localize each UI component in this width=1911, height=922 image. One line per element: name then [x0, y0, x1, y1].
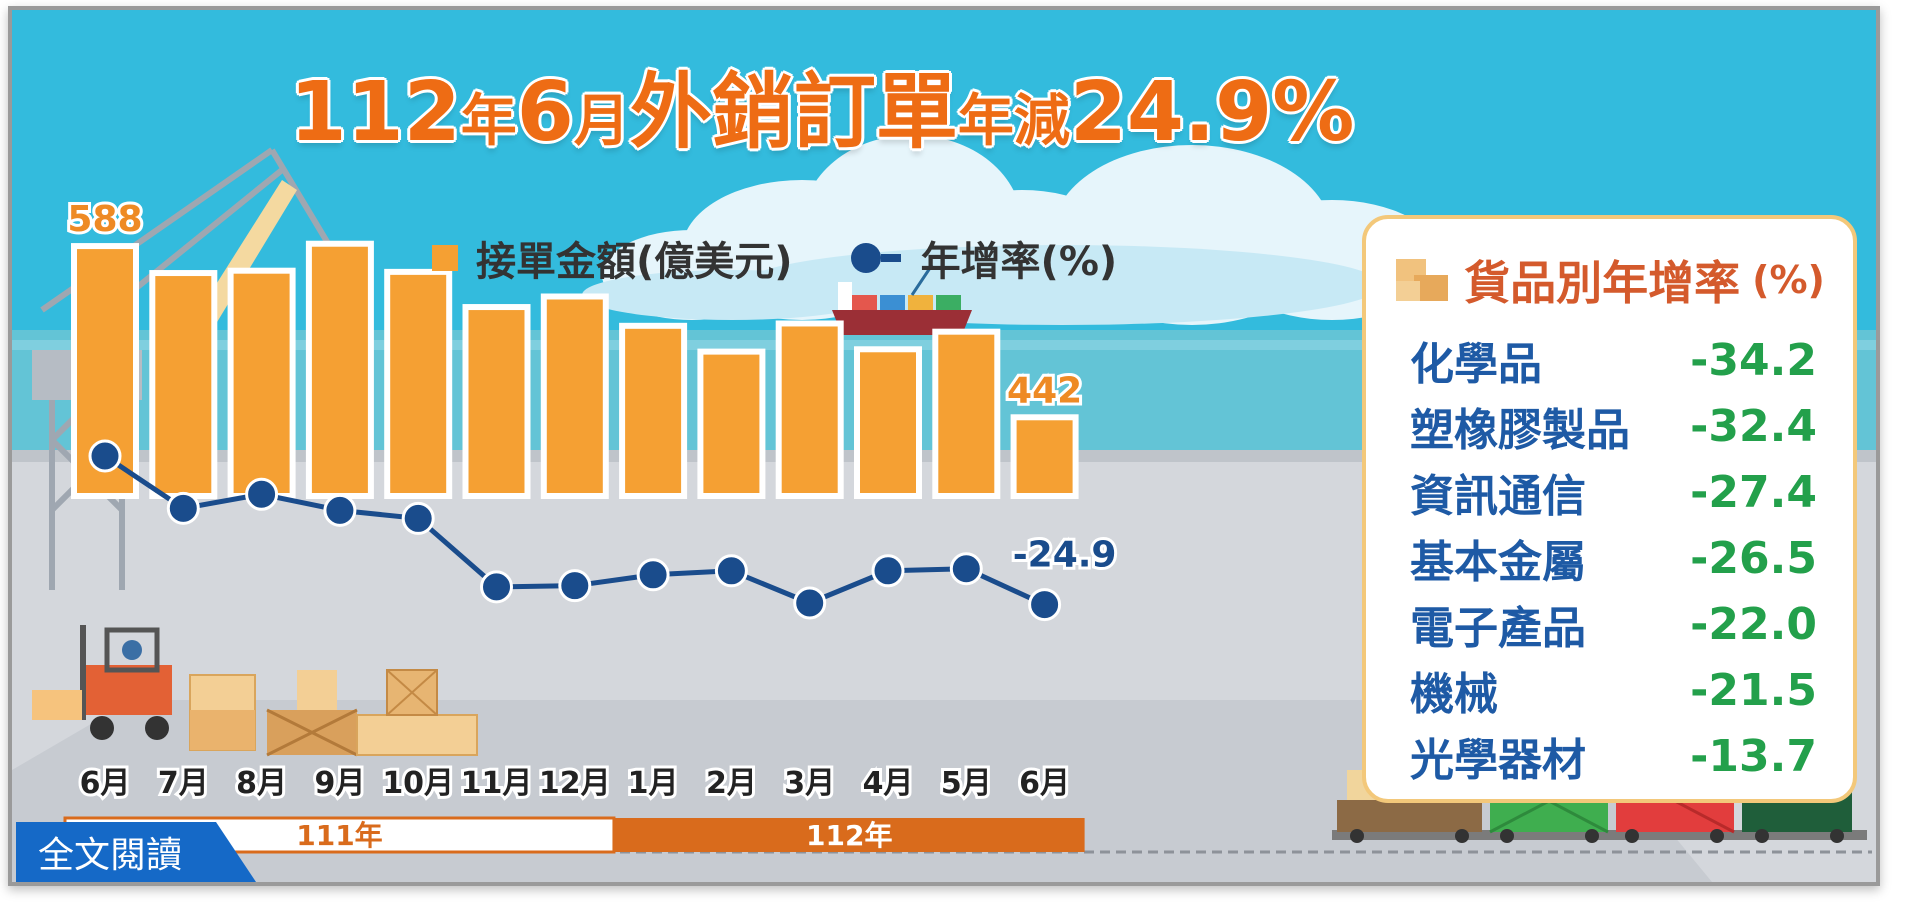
category-value: -27.4	[1690, 466, 1817, 518]
box-icon	[1396, 259, 1449, 301]
bar	[625, 328, 682, 493]
category-value: -26.5	[1690, 532, 1817, 584]
bar	[860, 352, 916, 493]
line-point	[323, 493, 357, 527]
x-tick-label: 1月	[628, 766, 679, 801]
x-tick-label: 2月	[706, 766, 757, 801]
x-tick-label: 10月	[382, 766, 454, 801]
category-growth-panel: 貨品別年增率 (%) 化學品 -34.2 塑橡膠製品 -32.4 資訊通信 -27.4 …	[1362, 215, 1857, 803]
category-name: 電子產品	[1410, 603, 1586, 654]
line-point	[871, 554, 905, 588]
title-month-unit: 月	[573, 89, 630, 154]
bar	[233, 273, 290, 493]
category-row: 電子產品 -22.0	[1410, 591, 1817, 657]
x-tick-label: 6月	[1019, 766, 1070, 801]
title-year-unit: 年	[460, 89, 517, 154]
forklift-illustration	[32, 625, 172, 740]
bar	[703, 354, 760, 493]
line-point	[166, 491, 200, 525]
line-point	[480, 570, 513, 604]
x-tick-label: 4月	[863, 766, 914, 801]
line-point	[636, 558, 670, 592]
bar	[781, 326, 838, 493]
bar	[390, 274, 447, 493]
bar	[1016, 420, 1073, 493]
bar	[311, 246, 368, 493]
x-axis-ticks: 6月 7月 8月 9月 10月 11月 12月 1月 2月 3月 4月 5月 6月	[77, 763, 1073, 804]
year-band-112	[613, 818, 1085, 852]
panel-title-unit: (%)	[1752, 258, 1825, 302]
category-name: 機械	[1410, 669, 1498, 720]
title-change-value: 24.9%	[1069, 65, 1355, 160]
category-name: 基本金屬	[1410, 537, 1586, 588]
data-label-last-bar: 442	[1007, 370, 1082, 411]
category-value: -22.0	[1690, 598, 1817, 650]
title-subject: 外銷訂單	[629, 65, 958, 160]
data-labels: 588 442 -24.9	[64, 196, 1119, 579]
line-point	[245, 477, 279, 511]
line-point	[401, 501, 435, 535]
legend-line-label: 年增率(%)	[920, 239, 1118, 285]
category-row: 塑橡膠製品 -32.4	[1410, 393, 1817, 459]
x-tick-label: 7月	[158, 766, 209, 801]
category-name: 塑橡膠製品	[1410, 405, 1630, 456]
read-full-text-button[interactable]: 全文閱讀	[16, 822, 256, 882]
category-name: 光學器材	[1410, 735, 1586, 786]
line-point	[88, 439, 122, 473]
main-title: 112年6月外銷訂單年減24.9%	[12, 45, 1632, 164]
legend-line: 年增率(%)	[850, 229, 1118, 287]
bar	[938, 334, 995, 493]
legend-bar: 接單金額(億美元)	[432, 229, 793, 287]
legend-bar-label: 接單金額(億美元)	[476, 239, 793, 285]
category-value: -13.7	[1690, 730, 1817, 782]
year-band-label: 111年	[296, 819, 382, 852]
x-tick-label: 11月	[461, 766, 533, 801]
title-year: 112	[289, 65, 461, 160]
data-label-first-bar: 588	[67, 199, 142, 240]
category-row: 機械 -21.5	[1410, 657, 1817, 723]
legend-bar-swatch	[432, 245, 458, 271]
x-tick-label: 9月	[314, 766, 365, 801]
line-series	[88, 439, 1062, 622]
panel-title: 貨品別年增率 (%)	[1366, 247, 1853, 313]
x-tick-label: 12月	[539, 766, 611, 801]
bar	[546, 299, 603, 493]
category-name: 資訊通信	[1410, 471, 1586, 522]
bar	[468, 310, 525, 493]
title-month: 6	[516, 65, 574, 160]
category-value: -32.4	[1690, 400, 1817, 452]
category-name: 化學品	[1410, 339, 1542, 390]
x-tick-label: 8月	[236, 766, 287, 801]
line-point	[1028, 588, 1062, 622]
year-band-label: 112年	[806, 819, 892, 852]
title-change-word: 年減	[957, 89, 1070, 154]
bar-series	[71, 240, 1079, 499]
infographic-frame: 588 442 -24.9 6月 7月 8月 9月 10月 11月 12月 1月 2月 3月 4月 5月 6…	[8, 6, 1880, 886]
line-point	[558, 569, 592, 603]
x-tick-label: 6月	[80, 766, 131, 801]
category-value: -21.5	[1690, 664, 1817, 716]
bar	[155, 276, 212, 493]
category-row: 基本金屬 -26.5	[1410, 525, 1817, 591]
category-row: 資訊通信 -27.4	[1410, 459, 1817, 525]
category-row: 化學品 -34.2	[1410, 327, 1817, 393]
x-tick-label: 5月	[941, 766, 992, 801]
category-list: 化學品 -34.2 塑橡膠製品 -32.4 資訊通信 -27.4 基本金屬 -26.5 …	[1410, 327, 1817, 789]
line-point	[793, 586, 827, 620]
category-row: 光學器材 -13.7	[1410, 723, 1817, 789]
line-point	[714, 554, 748, 588]
data-label-last-rate: -24.9	[1013, 535, 1117, 576]
line-point	[949, 552, 983, 586]
crates-illustration	[189, 669, 478, 757]
panel-title-text: 貨品別年增率	[1464, 256, 1741, 310]
legend-line-swatch	[850, 243, 903, 273]
category-value: -34.2	[1690, 334, 1817, 386]
x-tick-label: 3月	[784, 766, 835, 801]
chart-legend: 接單金額(億美元) 年增率(%)	[432, 228, 1117, 288]
